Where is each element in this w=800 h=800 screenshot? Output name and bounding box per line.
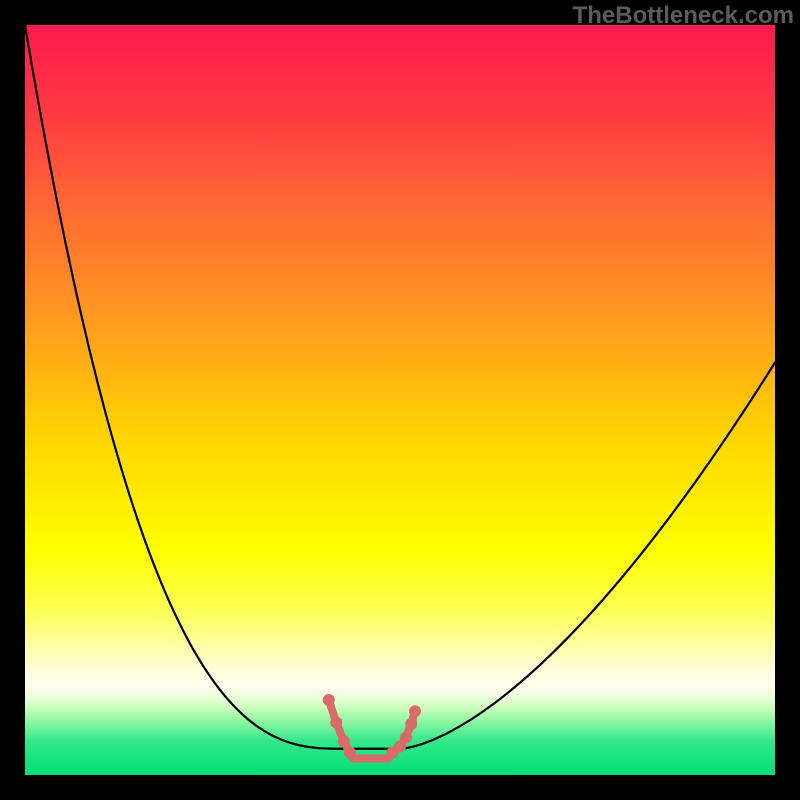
sweet-spot-dot [409,705,421,717]
sweet-spot-dot [323,694,335,706]
sweet-spot-dot [344,747,356,759]
sweet-spot-dot [405,718,417,730]
bottleneck-chart [0,0,800,800]
sweet-spot-dot [330,717,342,729]
chart-container: TheBottleneck.com [0,0,800,800]
sweet-spot-dot [338,735,350,747]
sweet-spot-dot [400,732,412,744]
gradient-background [25,25,775,775]
